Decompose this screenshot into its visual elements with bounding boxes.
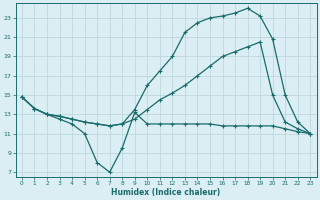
X-axis label: Humidex (Indice chaleur): Humidex (Indice chaleur) [111, 188, 221, 197]
